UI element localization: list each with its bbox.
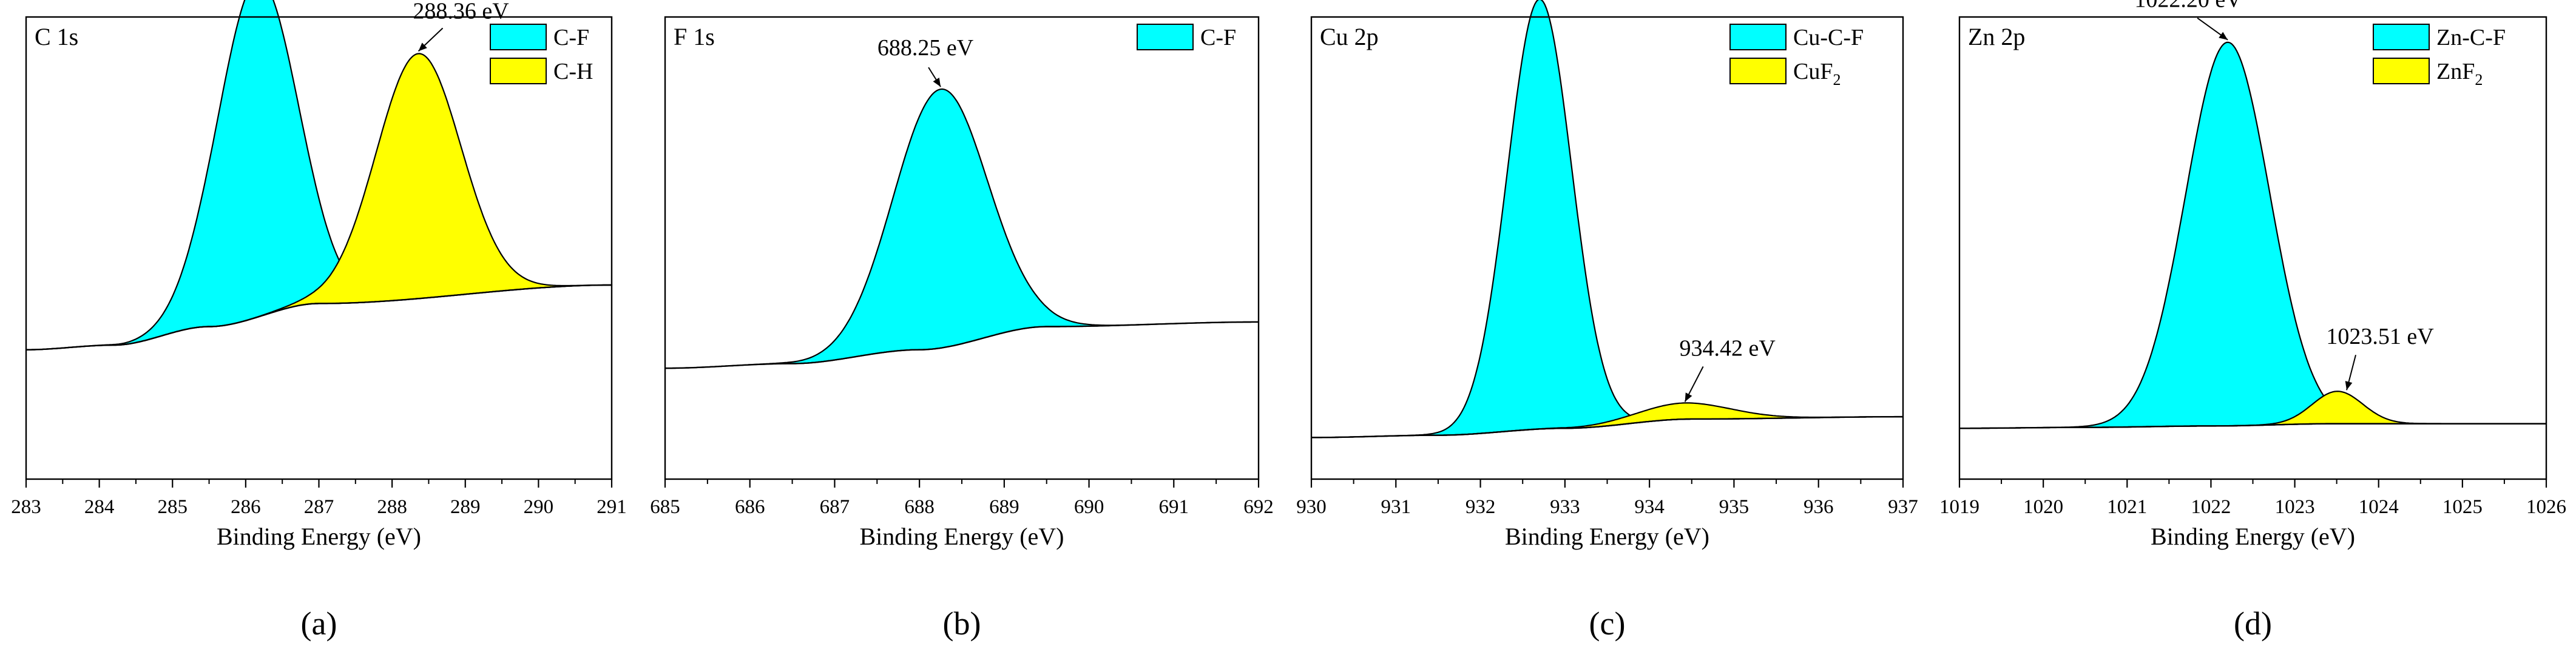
panel-caption: (d) xyxy=(2234,605,2272,642)
x-tick-label: 291 xyxy=(597,496,627,518)
legend-label: C-H xyxy=(553,59,593,84)
annotation-arrow-head xyxy=(2345,381,2353,391)
x-tick-label: 289 xyxy=(450,496,481,518)
peak-annotation: 1023.51 eV xyxy=(2326,324,2434,391)
peak-label: 1023.51 eV xyxy=(2326,324,2434,349)
x-axis-title: Binding Energy (eV) xyxy=(217,523,421,550)
chart-panel-4: 1019 1020 1021 1022 1023 1024 1025 1026 Binding … xyxy=(1939,0,2566,642)
peak-annotation: 934.42 eV xyxy=(1679,335,1776,402)
legend-swatch xyxy=(490,24,547,50)
panel-caption: (a) xyxy=(301,605,337,642)
x-tick-label: 934 xyxy=(1634,496,1665,518)
background-line xyxy=(1311,415,1903,438)
panel-title: Zn 2p xyxy=(1968,23,2025,50)
chart-panel-3: 930 931 932 933 934 935 936 937 Binding Energy (… xyxy=(1296,0,1918,642)
background-line xyxy=(1959,423,2546,429)
x-tick-label: 1025 xyxy=(2442,496,2483,518)
x-tick-label: 937 xyxy=(1888,496,1918,518)
x-tick-label: 1026 xyxy=(2526,496,2566,518)
x-axis-title: Binding Energy (eV) xyxy=(860,523,1064,550)
x-tick-label: 283 xyxy=(11,496,41,518)
peak-label: 688.25 eV xyxy=(877,35,974,61)
x-tick-label: 687 xyxy=(820,496,850,518)
peak-zn-c-f xyxy=(1959,41,2546,429)
chart-panel-1: 283 284 285 286 287 288 289 290 291 Binding Energ… xyxy=(11,0,627,642)
peak-c-f xyxy=(665,88,1259,369)
x-tick-label: 930 xyxy=(1296,496,1327,518)
panel-caption: (c) xyxy=(1589,605,1626,642)
peak-label: 1022.20 eV xyxy=(2134,0,2242,13)
x-tick-label: 932 xyxy=(1465,496,1496,518)
legend-item-zn-c-f: Zn-C-F xyxy=(2373,24,2506,50)
legend-label: ZnF2 xyxy=(2436,59,2483,89)
background-line xyxy=(665,321,1259,369)
annotation-arrow-head xyxy=(933,78,941,87)
legend-item-cuf: CuF2 xyxy=(1729,58,1841,89)
peak-annotation: 288.36 eV xyxy=(413,0,509,52)
x-tick-label: 1021 xyxy=(2107,496,2147,518)
x-tick-label: 689 xyxy=(989,496,1019,518)
legend-swatch xyxy=(490,58,547,84)
x-tick-label: 692 xyxy=(1243,496,1274,518)
annotation-arrow-head xyxy=(2219,32,2228,40)
x-tick-label: 1023 xyxy=(2275,496,2315,518)
x-tick-label: 290 xyxy=(524,496,554,518)
legend-item-cu-c-f: Cu-C-F xyxy=(1729,24,1864,50)
panel-title: F 1s xyxy=(674,23,715,50)
panel-caption: (b) xyxy=(943,605,981,642)
x-tick-label: 286 xyxy=(231,496,261,518)
x-tick-label: 288 xyxy=(377,496,407,518)
x-tick-label: 287 xyxy=(304,496,334,518)
x-tick-label: 690 xyxy=(1074,496,1104,518)
legend-swatch xyxy=(2373,58,2430,84)
panel-title: C 1s xyxy=(35,23,78,50)
x-tick-label: 1019 xyxy=(1939,496,1979,518)
legend-swatch xyxy=(1137,24,1194,50)
x-axis-title: Binding Energy (eV) xyxy=(2151,523,2355,550)
x-tick-label: 691 xyxy=(1159,496,1189,518)
legend-label: Zn-C-F xyxy=(2436,25,2506,50)
legend-swatch xyxy=(2373,24,2430,50)
legend-item-c-f: C-F xyxy=(490,24,589,50)
legend-label: CuF2 xyxy=(1793,59,1841,89)
legend-item-c-f: C-F xyxy=(1137,24,1236,50)
peak-annotation: 1022.20 eV xyxy=(2134,0,2242,41)
x-tick-label: 936 xyxy=(1804,496,1834,518)
x-axis-title: Binding Energy (eV) xyxy=(1505,523,1709,550)
x-tick-label: 285 xyxy=(158,496,188,518)
peak-label: 288.36 eV xyxy=(413,0,509,24)
background-line xyxy=(26,284,612,351)
x-tick-label: 933 xyxy=(1550,496,1580,518)
legend-label: C-F xyxy=(1200,25,1236,50)
chart-panel-2: 685 686 687 688 689 690 691 692 Binding Energy (… xyxy=(650,16,1274,642)
peak-annotation: 688.25 eV xyxy=(877,35,974,87)
x-tick-label: 284 xyxy=(84,496,115,518)
legend-swatch xyxy=(1729,24,1787,50)
x-tick-label: 688 xyxy=(904,496,935,518)
annotation-arrow-head xyxy=(418,42,427,52)
x-tick-label: 1020 xyxy=(2023,496,2063,518)
legend-label: Cu-C-F xyxy=(1793,25,1864,50)
legend-item-c-h: C-H xyxy=(490,58,593,84)
x-tick-label: 931 xyxy=(1381,496,1411,518)
x-tick-label: 935 xyxy=(1719,496,1749,518)
x-tick-label: 1024 xyxy=(2359,496,2399,518)
legend-label: C-F xyxy=(553,25,589,50)
annotation-arrow-head xyxy=(1685,392,1692,402)
legend-swatch xyxy=(1729,58,1787,84)
panel-title: Cu 2p xyxy=(1320,23,1379,50)
x-tick-label: 686 xyxy=(735,496,765,518)
legend-item-znf: ZnF2 xyxy=(2373,58,2483,89)
x-tick-label: 685 xyxy=(650,496,680,518)
peak-label: 934.42 eV xyxy=(1679,335,1776,361)
x-tick-label: 1022 xyxy=(2191,496,2231,518)
